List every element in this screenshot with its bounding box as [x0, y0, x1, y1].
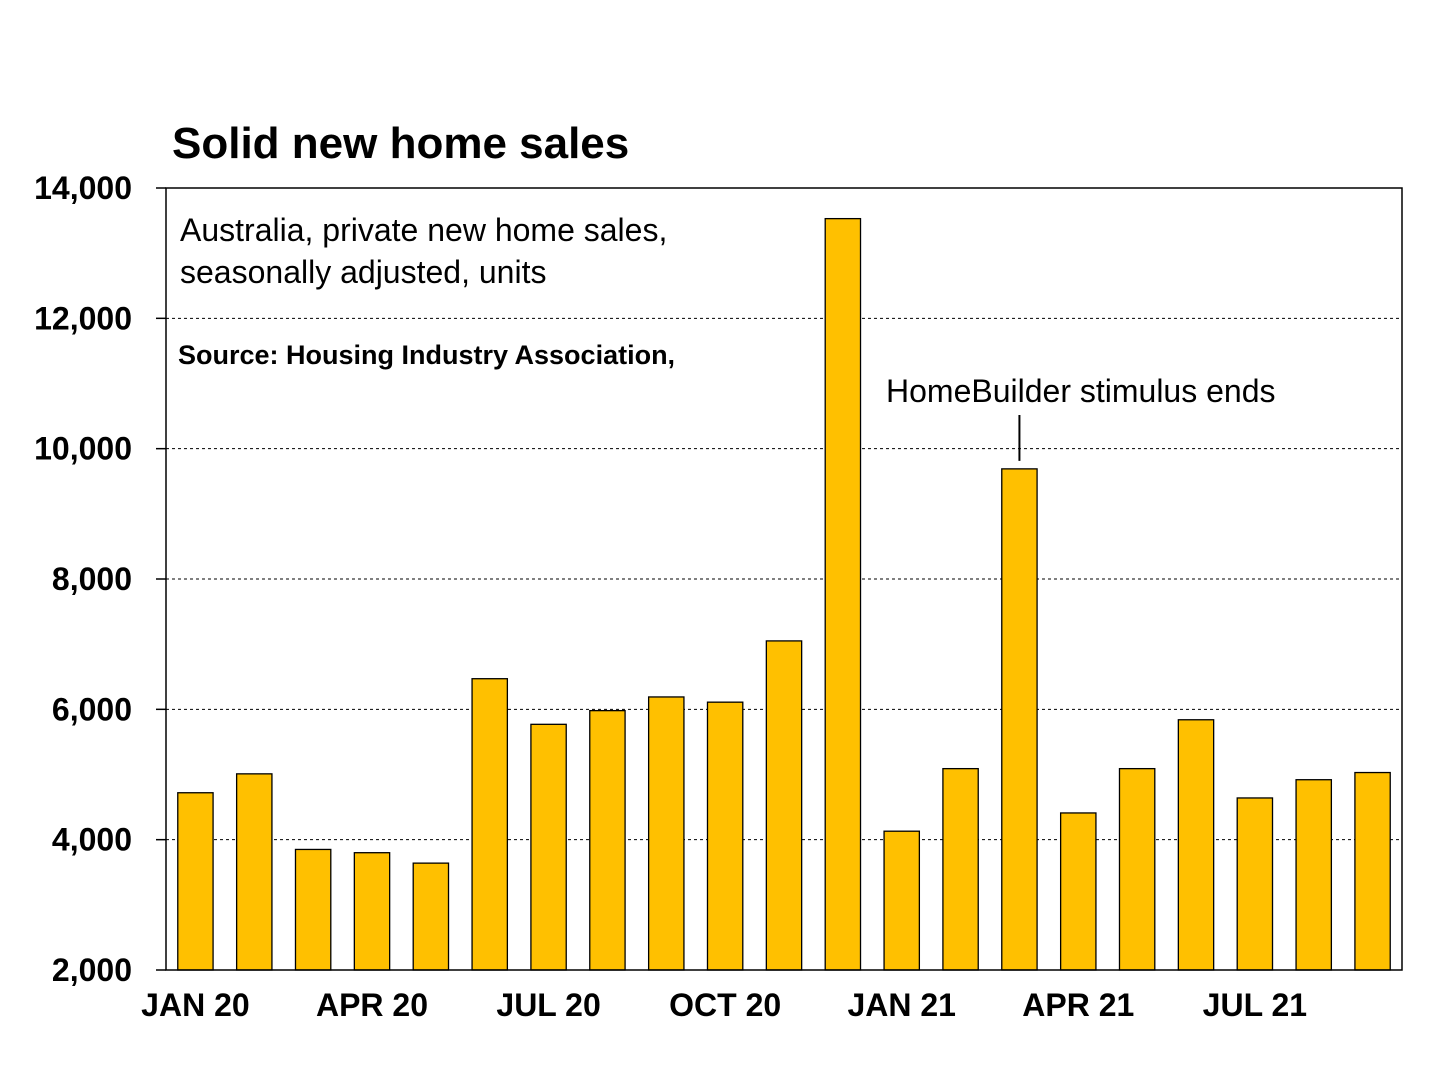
bar-apr-20	[353, 852, 391, 971]
y-tick-label: 6,000	[52, 691, 132, 727]
y-tick-label: 14,000	[34, 170, 132, 206]
y-tick-label: 4,000	[52, 822, 132, 858]
bar-jan-21	[883, 830, 921, 971]
bar-jun-20	[471, 678, 509, 971]
bar-feb-20	[235, 773, 273, 971]
bar-apr-21	[1059, 812, 1097, 971]
y-tick-label: 2,000	[52, 952, 132, 988]
annotation-text: HomeBuilder stimulus ends	[886, 373, 1276, 409]
x-tick-label: OCT 20	[669, 987, 781, 1023]
bar-jan-20	[177, 792, 214, 971]
y-tick-label: 8,000	[52, 561, 132, 597]
x-tick-label: APR 21	[1022, 987, 1134, 1023]
bar-jul-21	[1236, 797, 1274, 971]
bar-mar-21	[1001, 468, 1038, 971]
bar-may-20	[412, 862, 450, 971]
bar-may-21	[1118, 767, 1156, 971]
bar-sep-21	[1354, 771, 1391, 971]
bar-oct-20	[706, 701, 744, 971]
bar-dec-20	[824, 217, 862, 971]
bar-aug-20	[589, 709, 626, 971]
bar-aug-21	[1295, 779, 1333, 971]
x-tick-label: JUL 21	[1203, 987, 1307, 1023]
bars	[177, 217, 1391, 971]
bar-jul-20	[530, 723, 567, 971]
x-tick-label: JUL 20	[496, 987, 600, 1023]
y-tick-label: 10,000	[34, 431, 132, 467]
bar-nov-20	[765, 640, 803, 971]
bar-mar-20	[294, 848, 332, 971]
source-note: Source: Housing Industry Association,	[178, 340, 675, 370]
chart-subtitle-line-1: Australia, private new home sales,	[180, 212, 667, 248]
x-tick-label: JAN 21	[847, 987, 956, 1023]
bar-feb-21	[942, 767, 979, 971]
chart-subtitle-line-2: seasonally adjusted, units	[180, 254, 546, 290]
x-tick-label: JAN 20	[141, 987, 250, 1023]
y-tick-marks	[156, 187, 166, 971]
y-tick-label: 12,000	[34, 300, 132, 336]
bar-jun-21	[1177, 719, 1215, 971]
chart-title: Solid new home sales	[172, 119, 629, 168]
bar-sep-20	[647, 696, 685, 971]
y-tick-labels: 2,000 4,000 6,000 8,000 10,000 12,000 14,000	[34, 170, 132, 988]
x-tick-label: APR 20	[316, 987, 428, 1023]
x-tick-labels: JAN 20 APR 20 JUL 20 OCT 20 JAN 21 APR 21 JUL …	[141, 987, 1307, 1023]
